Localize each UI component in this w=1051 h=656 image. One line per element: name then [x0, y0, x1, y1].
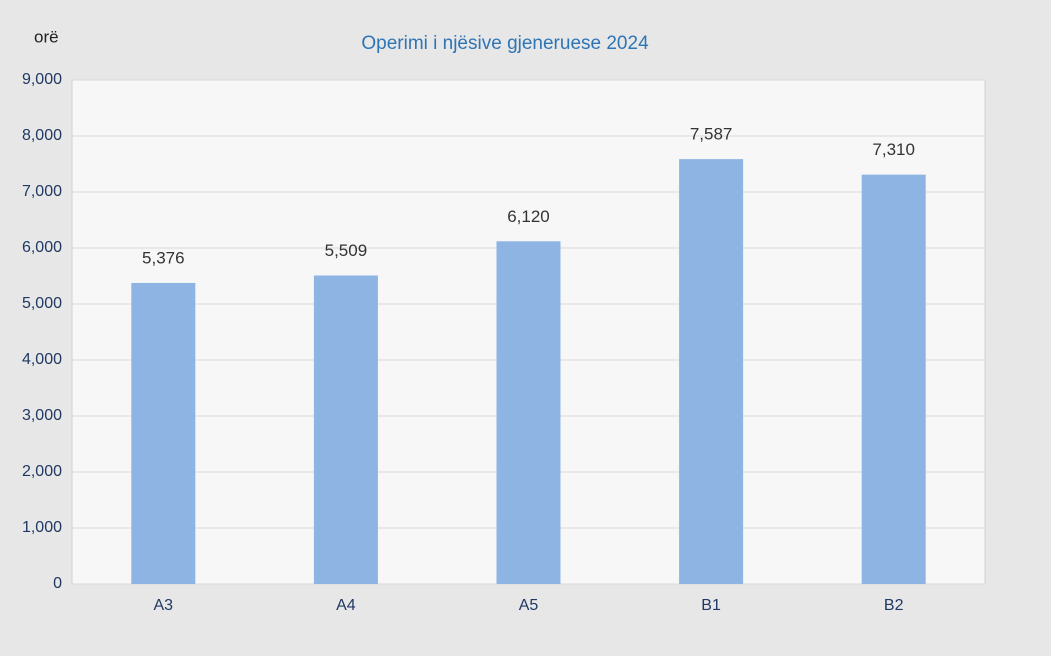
y-tick-label: 9,000	[22, 71, 62, 88]
y-tick-label: 1,000	[22, 519, 62, 536]
chart-title: Operimi i njësive gjeneruese 2024	[361, 33, 649, 54]
y-tick-label: 4,000	[22, 351, 62, 368]
y-tick-label: 2,000	[22, 463, 62, 480]
value-label: 5,376	[142, 248, 185, 267]
y-tick-label: 8,000	[22, 127, 62, 144]
bar	[313, 275, 378, 584]
x-tick-label: B2	[884, 597, 904, 614]
bar	[861, 174, 926, 584]
y-tick-label: 6,000	[22, 239, 62, 256]
y-tick-label: 5,000	[22, 295, 62, 312]
x-tick-label: A3	[154, 597, 174, 614]
y-axis-label: orë	[34, 27, 59, 46]
y-tick-label: 7,000	[22, 183, 62, 200]
value-label: 5,509	[325, 241, 368, 260]
bar	[679, 159, 744, 585]
bar	[496, 241, 561, 584]
y-tick-label: 3,000	[22, 407, 62, 424]
y-tick-label: 0	[53, 575, 62, 592]
value-label: 6,120	[507, 207, 550, 226]
x-tick-label: B1	[701, 597, 721, 614]
value-label: 7,587	[690, 125, 733, 144]
x-tick-label: A5	[519, 597, 539, 614]
value-label: 7,310	[872, 140, 915, 159]
bar	[131, 282, 196, 584]
x-tick-label: A4	[336, 597, 356, 614]
